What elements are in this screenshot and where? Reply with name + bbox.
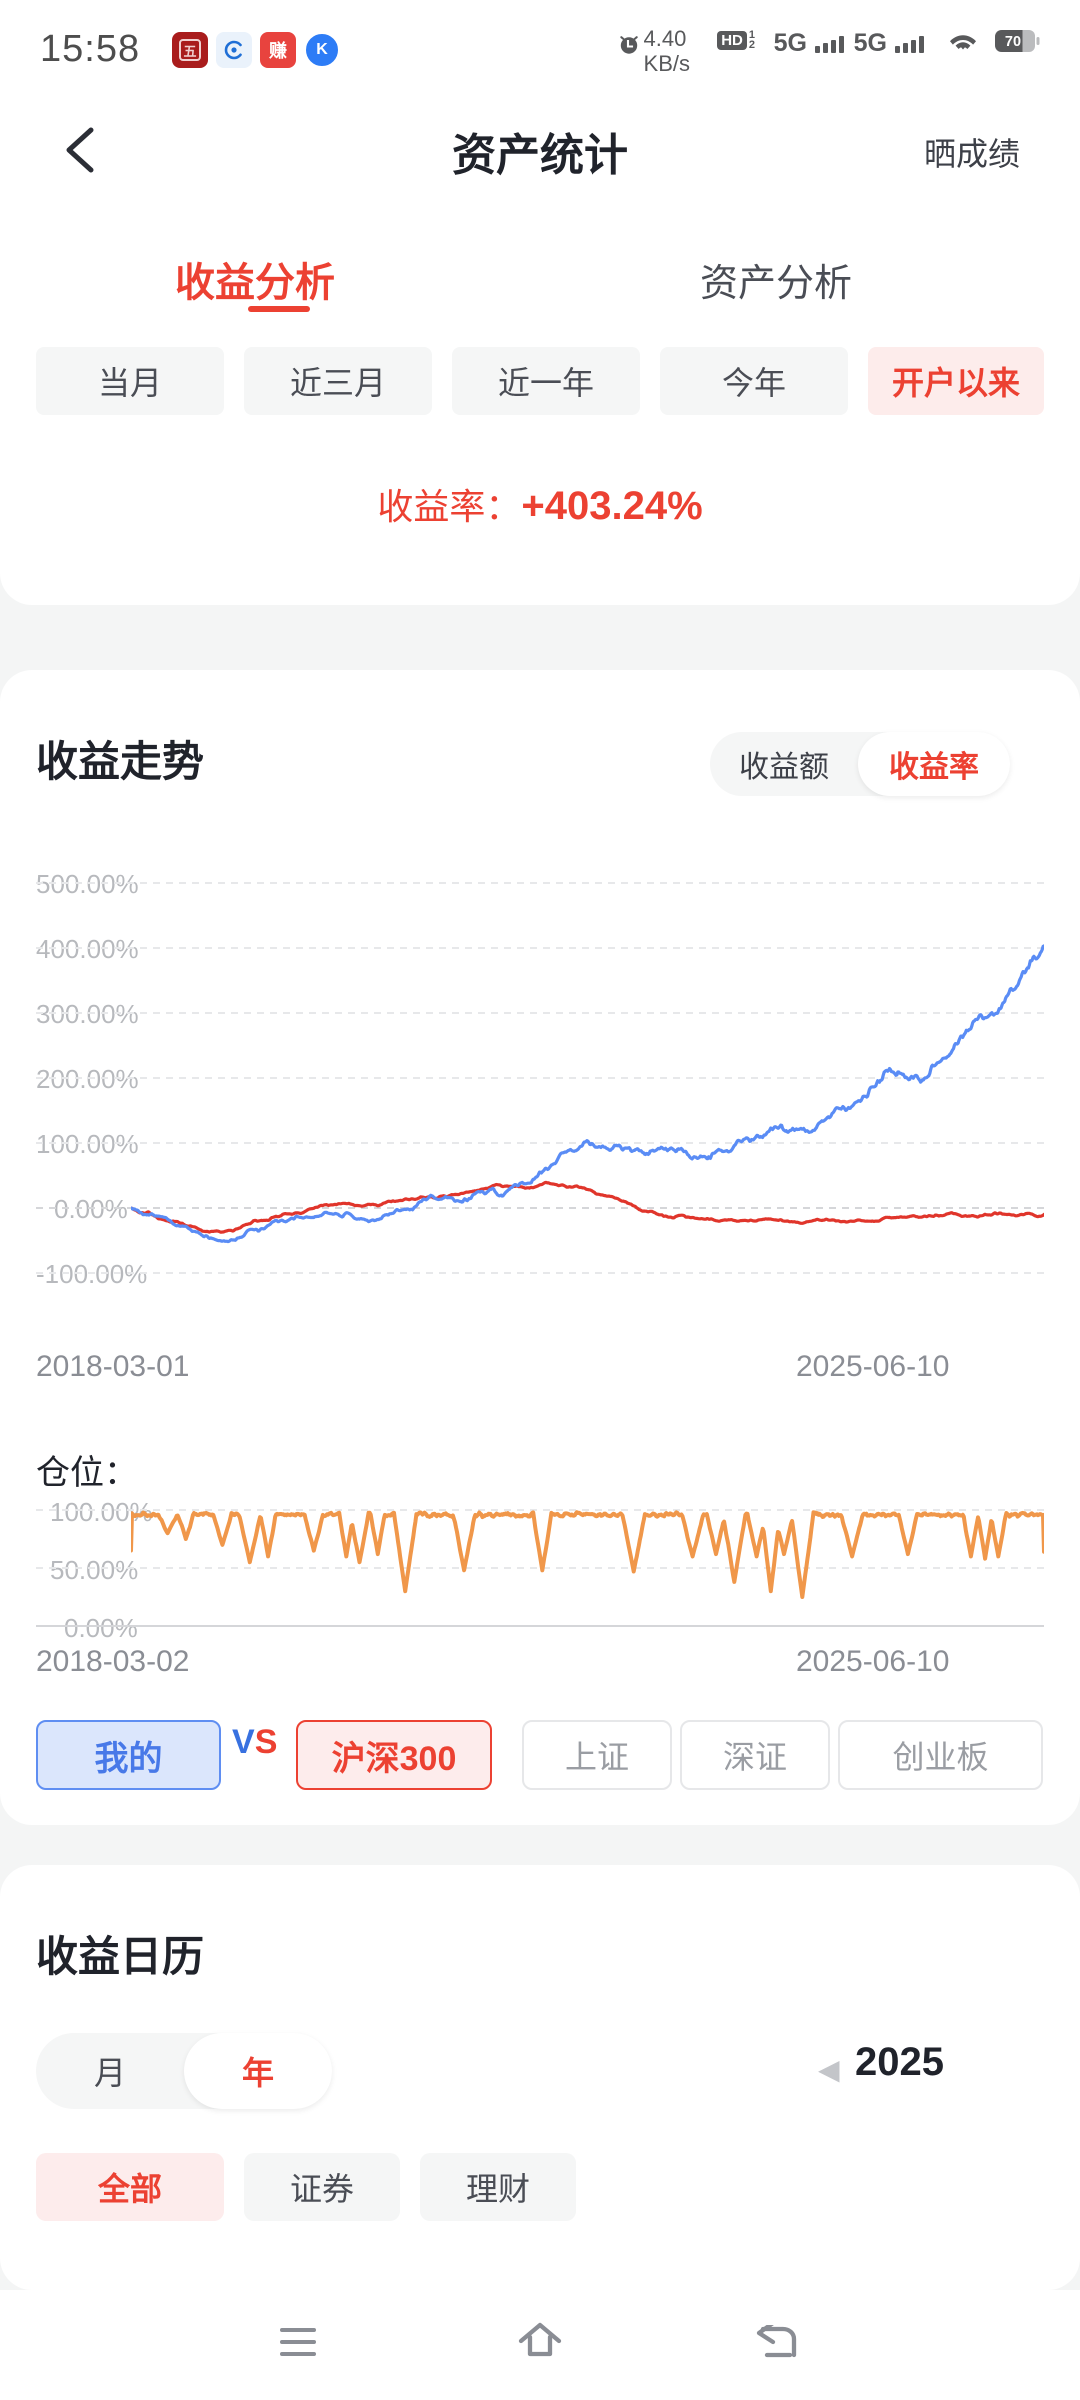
svg-text:70: 70 bbox=[1005, 34, 1021, 50]
